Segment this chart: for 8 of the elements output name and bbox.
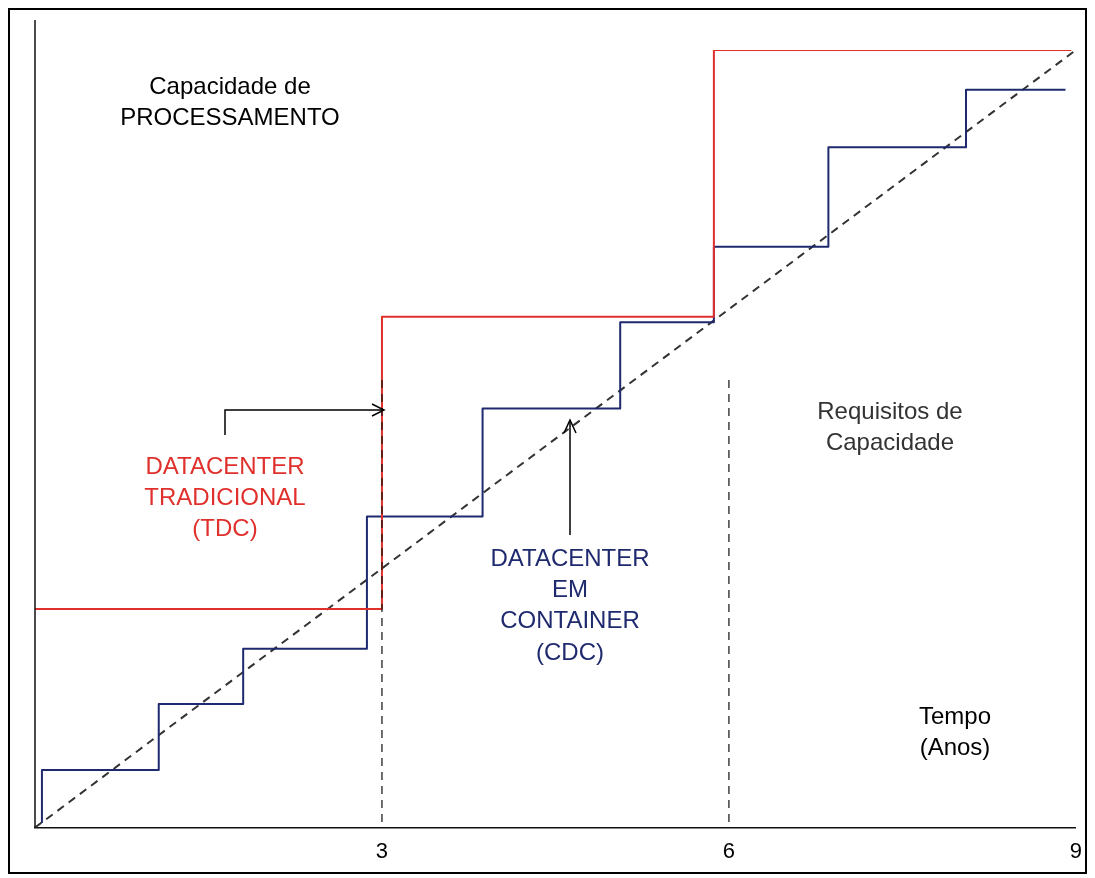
x-axis-title: Tempo (Anos) bbox=[917, 701, 992, 763]
x-tick-label: 9 bbox=[1069, 837, 1083, 863]
series-label: DATACENTER EM CONTAINER (CDC) bbox=[489, 543, 651, 667]
text: Requisitos de Capacidade bbox=[816, 396, 964, 458]
x-tick-label: 3 bbox=[375, 837, 389, 863]
y-axis-title: Capacidade de PROCESSAMENTO bbox=[119, 71, 341, 133]
text: DATACENTER TRADICIONAL (TDC) bbox=[143, 451, 307, 544]
x-tick-label: 6 bbox=[722, 837, 736, 863]
